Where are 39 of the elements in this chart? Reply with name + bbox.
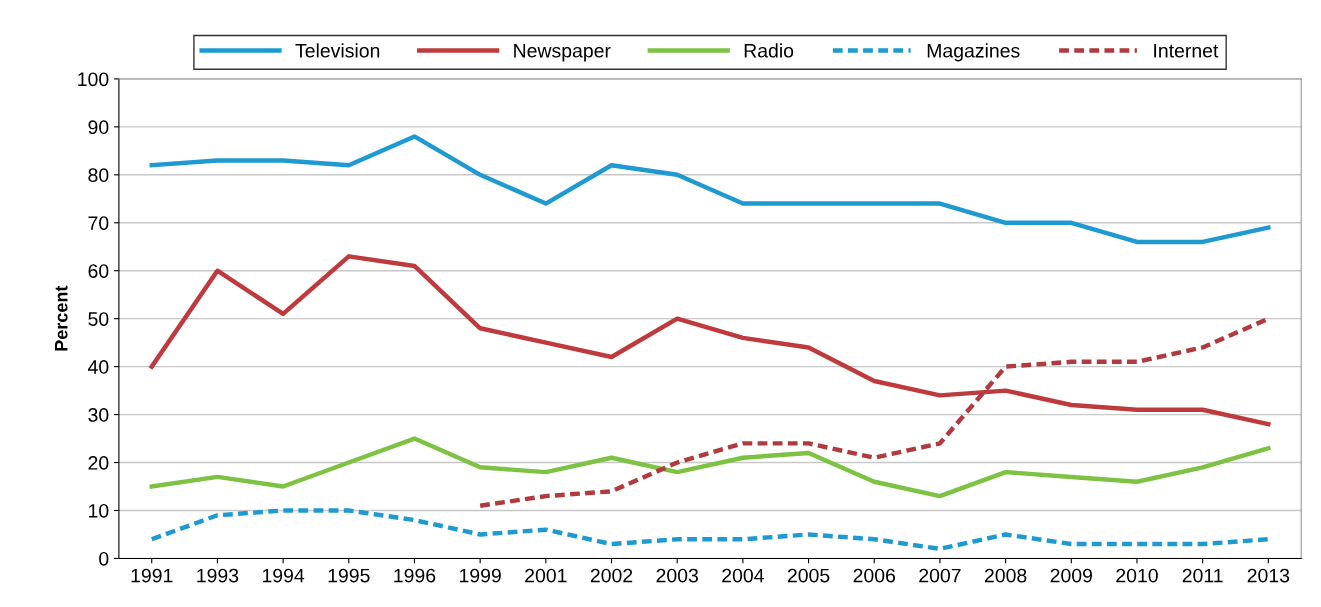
line-series [149, 508, 1271, 552]
x-tick-label: 2003 [656, 568, 698, 583]
x-tick-label: 2013 [1247, 568, 1290, 583]
y-tick-label: 30 [88, 408, 109, 422]
x-tick-label: 1996 [394, 568, 436, 583]
y-tick-label: 10 [89, 503, 109, 518]
x-tick-label: 2006 [853, 568, 896, 583]
y-tick-label: 80 [88, 168, 109, 183]
line-series [149, 254, 1271, 427]
y-tick-label: 40 [87, 360, 109, 374]
y-tick-label: 100 [78, 72, 109, 87]
legend-label: Newspaper [514, 44, 611, 62]
legend-label: Internet [1154, 44, 1219, 58]
y-tick-label: 60 [88, 264, 109, 278]
x-tick-label: 2010 [1116, 568, 1158, 583]
legend-label: Radio [744, 43, 794, 58]
x-tick-label: 2008 [984, 568, 1027, 583]
x-tick-label: 2001 [525, 568, 567, 583]
y-tick-label: 0 [99, 551, 109, 566]
x-tick-label: 2007 [919, 568, 961, 583]
x-tick-label: 2005 [787, 568, 830, 583]
line-series [149, 436, 1271, 499]
y-tick-label: 20 [88, 456, 109, 470]
x-tick-label: 1991 [131, 568, 173, 583]
y-tick-label: 90 [88, 120, 109, 135]
x-tick-label: 1993 [197, 568, 239, 583]
x-tick-label: 2011 [1182, 568, 1223, 583]
legend-label: Magazines [927, 43, 1020, 62]
legend-label: Television [295, 43, 380, 58]
x-tick-label: 2009 [1050, 568, 1092, 583]
x-tick-label: 1999 [460, 568, 501, 583]
y-axis-title: Percent [55, 285, 68, 351]
x-tick-label: 2004 [722, 568, 764, 583]
x-tick-label: 1994 [262, 568, 305, 583]
x-tick-label: 1995 [328, 568, 370, 583]
y-tick-label: 70 [88, 216, 109, 231]
y-tick-label: 50 [88, 312, 109, 326]
line-series [149, 134, 1271, 245]
x-tick-label: 2002 [590, 568, 633, 583]
